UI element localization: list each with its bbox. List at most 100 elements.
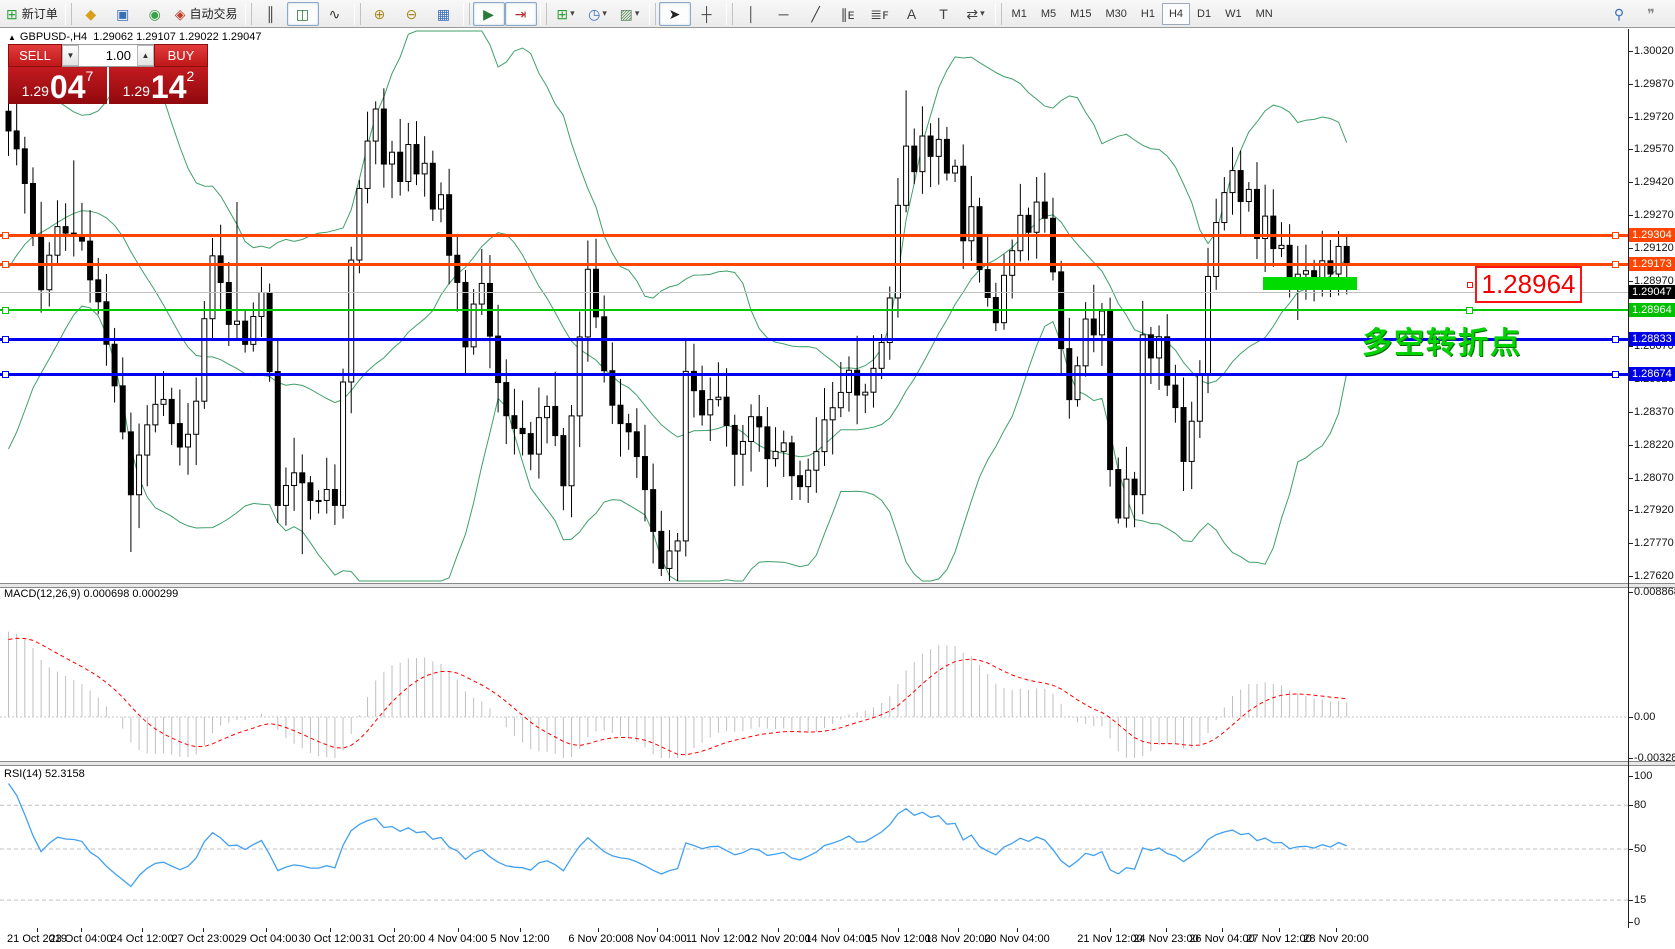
- horizontal-line-icon: ─: [778, 5, 789, 22]
- profiles-dropdown[interactable]: ◷ ▾: [582, 2, 614, 26]
- text-label-tool[interactable]: T: [928, 2, 960, 26]
- timeframe-mn-button[interactable]: MN: [1255, 7, 1273, 20]
- chevron-down-icon[interactable]: ▾: [634, 8, 640, 18]
- fibonacci-icon: ≣ꜰ: [870, 5, 889, 22]
- chevron-down-icon[interactable]: ▾: [602, 8, 607, 18]
- price-scale-badge: 1.29304: [1629, 228, 1675, 242]
- zoom-out-icon[interactable]: ⊖: [396, 2, 428, 26]
- time-tick-label: 11 Nov 12:00: [685, 933, 751, 945]
- horizontal-level-line[interactable]: [0, 263, 1628, 266]
- time-tick: [1279, 928, 1280, 932]
- chart-shift-icon[interactable]: ⇥: [504, 1, 537, 26]
- line-anchor-handle[interactable]: [2, 307, 9, 314]
- line-anchor-handle[interactable]: [1612, 336, 1619, 343]
- text-tool[interactable]: A: [896, 2, 928, 26]
- equidistant-channel-tool[interactable]: ∥ᴇ: [832, 2, 864, 26]
- sell-button[interactable]: SELL: [8, 44, 62, 67]
- cursor-icon: ➤: [668, 5, 681, 22]
- time-tick-label: 31 Oct 20:00: [362, 933, 426, 945]
- line-anchor-handle[interactable]: [2, 336, 9, 343]
- price-tick: [1628, 51, 1633, 52]
- candlestick-chart-icon-icon: ◫: [295, 5, 310, 22]
- volume-decrease-button[interactable]: ▼: [62, 45, 79, 66]
- sell-price-pips: 04: [49, 69, 86, 105]
- pane-separator[interactable]: [0, 583, 1675, 588]
- price-tick: [1628, 83, 1633, 85]
- time-tick: [898, 928, 899, 932]
- rsi-line: [7, 783, 1347, 888]
- chevron-down-icon[interactable]: ▾: [980, 8, 985, 18]
- new-order-button[interactable]: ⊞ 新订单: [2, 2, 62, 26]
- time-tick: [81, 928, 82, 932]
- horizontal-level-line[interactable]: [0, 309, 1628, 311]
- search-icon[interactable]: ⚲: [1603, 2, 1635, 26]
- timeframe-m1-button[interactable]: M1: [1011, 7, 1027, 20]
- one-click-trading-panel: SELL ▼ 1.00 ▲ BUY 1.29 04 7 1.29 14 2: [8, 44, 208, 104]
- line-anchor-handle[interactable]: [1466, 307, 1473, 314]
- fibonacci-tool[interactable]: ≣ꜰ: [864, 2, 896, 26]
- line-anchor-handle[interactable]: [1612, 232, 1619, 239]
- line-anchor-handle[interactable]: [2, 371, 9, 378]
- price-callout-box[interactable]: 1.28964: [1475, 266, 1582, 303]
- new-chart-dropdown[interactable]: ⊞ ▾: [550, 2, 582, 26]
- time-tick-label: 28 Nov 20:00: [1303, 933, 1369, 945]
- line-anchor-handle[interactable]: [1612, 371, 1619, 378]
- tile-windows-icon[interactable]: ▦: [428, 2, 460, 26]
- volume-increase-button[interactable]: ▲: [137, 45, 154, 66]
- time-axis[interactable]: 21 Oct 2019 23 Oct 04:00 24 Oct 12:00 27 Oc…: [0, 928, 1628, 949]
- arrows-dropdown[interactable]: ⇄ ▾: [960, 2, 992, 26]
- crosshair-tool[interactable]: ┼: [691, 2, 723, 26]
- timeframe-m30-button[interactable]: M30: [1105, 7, 1127, 20]
- trendline-tool[interactable]: ╱: [800, 2, 832, 26]
- support-zone-bar[interactable]: [1263, 277, 1357, 290]
- time-tick: [1110, 928, 1111, 932]
- line-anchor-handle[interactable]: [2, 261, 9, 268]
- auto-scroll-icon[interactable]: ▶: [472, 1, 505, 26]
- vertical-line-tool[interactable]: │: [736, 2, 768, 26]
- time-tick: [598, 928, 599, 932]
- candlestick-series: [5, 88, 1350, 581]
- line-anchor-handle[interactable]: [1612, 261, 1619, 268]
- price-tick: [1628, 346, 1633, 348]
- bar-chart-icon[interactable]: ║: [255, 2, 287, 26]
- timeframe-h4-button[interactable]: H4: [1161, 2, 1191, 25]
- history-center-icon[interactable]: ◆: [75, 2, 107, 26]
- line-chart-icon[interactable]: ∿: [319, 2, 351, 26]
- cursor-tool[interactable]: ➤: [658, 1, 691, 26]
- horizontal-level-line[interactable]: [0, 373, 1628, 376]
- market-watch-icon[interactable]: ▣: [107, 2, 139, 26]
- horizontal-line-tool[interactable]: ─: [768, 2, 800, 26]
- price-tick: [1628, 510, 1633, 512]
- line-anchor-handle[interactable]: [2, 232, 9, 239]
- chart-window[interactable]: ▲ GBPUSD-,H4 1.29062 1.29107 1.29022 1.29…: [0, 28, 1675, 949]
- pane-separator[interactable]: [0, 761, 1675, 766]
- callout-anchor-handle[interactable]: [1467, 282, 1473, 288]
- volume-input[interactable]: 1.00: [105, 48, 131, 63]
- toolbar-separator: [725, 2, 733, 25]
- buy-button[interactable]: BUY: [154, 44, 208, 67]
- horizontal-level-line[interactable]: [0, 234, 1628, 237]
- signals-icon[interactable]: ◉: [139, 2, 171, 26]
- timeframe-d1-button[interactable]: D1: [1197, 7, 1212, 20]
- chevron-down-icon[interactable]: ▾: [570, 8, 575, 18]
- chat-icon[interactable]: ❞: [1635, 2, 1667, 26]
- price-pane[interactable]: [0, 29, 1628, 583]
- rsi-pane[interactable]: [0, 765, 1628, 928]
- zoom-in-icon[interactable]: ⊕: [364, 2, 396, 26]
- macd-pane[interactable]: [0, 586, 1628, 761]
- autotrading-button[interactable]: ◈ 自动交易: [171, 2, 242, 26]
- horizontal-level-line[interactable]: [0, 338, 1628, 341]
- timeframe-m5-button[interactable]: M5: [1040, 7, 1057, 20]
- chart-template-dropdown[interactable]: ▨ ▾: [614, 2, 646, 26]
- timeframe-w1-button[interactable]: W1: [1225, 7, 1242, 20]
- collapse-icon[interactable]: ▲: [8, 33, 16, 42]
- time-tick-label: 4 Nov 04:00: [428, 933, 488, 945]
- timeframe-m15-button[interactable]: M15: [1070, 7, 1092, 20]
- sell-price[interactable]: 1.29 04 7: [8, 67, 107, 104]
- candlestick-chart-icon[interactable]: ◫: [286, 1, 319, 26]
- time-tick: [1017, 928, 1018, 932]
- signals-icon-icon: ◉: [148, 5, 161, 22]
- buy-price[interactable]: 1.29 14 2: [109, 67, 208, 104]
- timeframe-h1-button[interactable]: H1: [1140, 7, 1155, 20]
- macd-histogram: [8, 631, 1348, 758]
